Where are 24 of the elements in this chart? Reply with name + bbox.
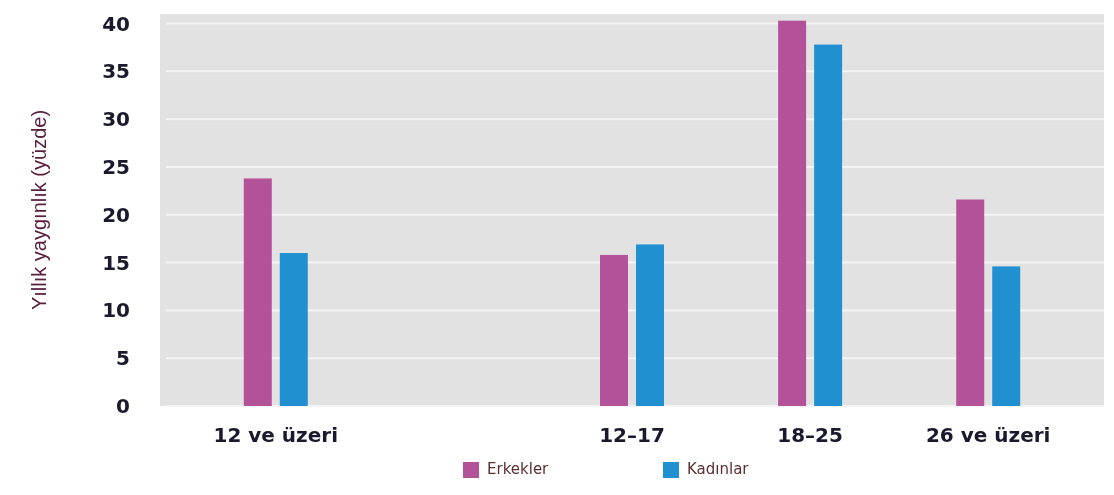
bar bbox=[600, 254, 628, 406]
y-tick-label: 35 bbox=[102, 59, 130, 84]
bar bbox=[778, 20, 807, 406]
bar bbox=[279, 253, 308, 406]
x-tick-label: 26 ve üzeri bbox=[925, 423, 1051, 447]
legend-label: Erkekler bbox=[487, 460, 550, 478]
bar bbox=[814, 44, 843, 406]
x-tick-label: 18–25 bbox=[777, 423, 843, 447]
bar bbox=[636, 244, 664, 406]
bar bbox=[992, 266, 1021, 406]
legend-label: Kadınlar bbox=[687, 460, 750, 478]
y-tick-label: 0 bbox=[116, 394, 130, 418]
y-tick-label: 10 bbox=[102, 298, 130, 323]
y-tick-label: 40 bbox=[102, 11, 130, 36]
y-tick-label: 5 bbox=[116, 346, 130, 371]
y-axis-title: Yıllık yaygınlık (yüzde) bbox=[28, 109, 50, 311]
y-tick-label: 20 bbox=[102, 202, 130, 227]
x-tick-label: 12–17 bbox=[599, 423, 665, 447]
bar bbox=[243, 178, 272, 406]
x-tick-label: 12 ve üzeri bbox=[213, 423, 339, 447]
y-tick-label: 30 bbox=[102, 107, 130, 132]
bar bbox=[956, 199, 985, 406]
y-tick-label: 25 bbox=[102, 154, 130, 179]
y-tick-label: 15 bbox=[102, 250, 130, 275]
